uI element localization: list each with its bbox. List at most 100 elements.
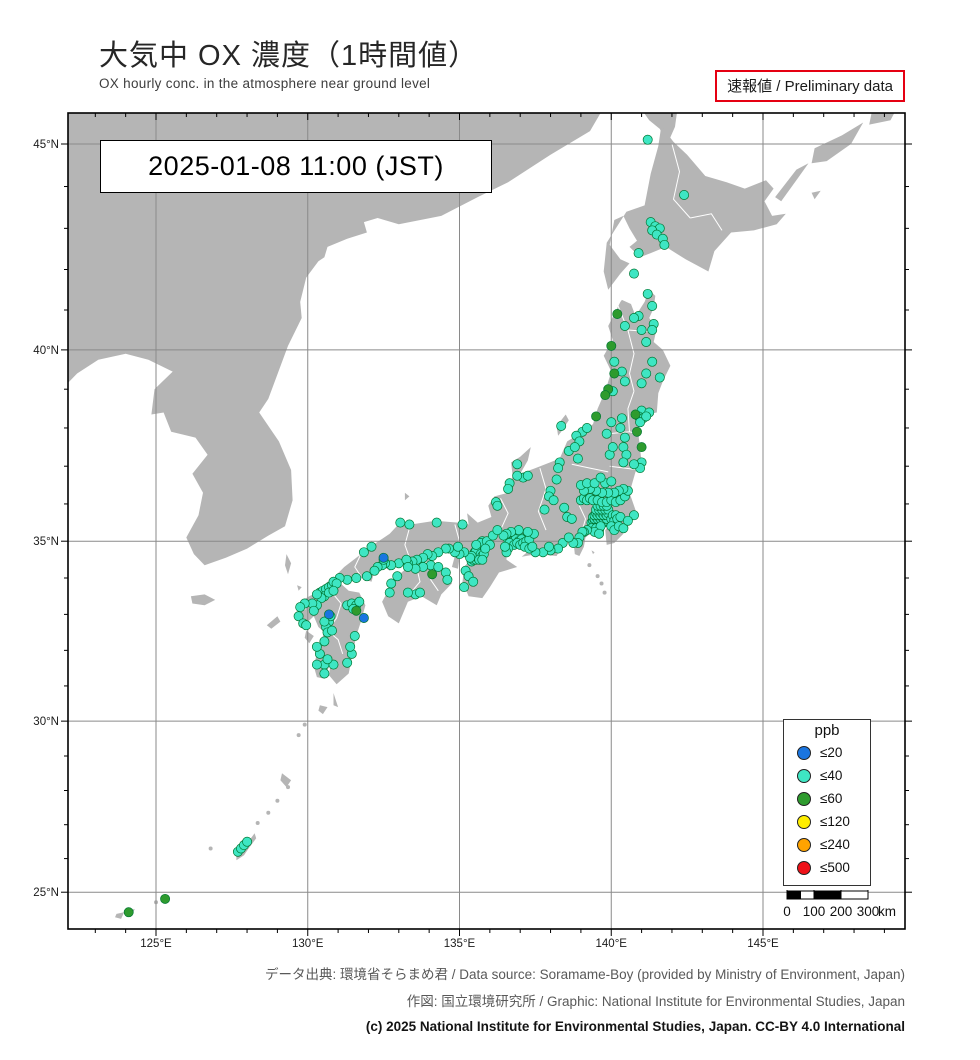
station-dot-le60 (630, 409, 641, 420)
station-dot-le40 (392, 571, 403, 582)
station-dot-le60 (160, 893, 171, 904)
footer-copyright: (c) 2025 National Institute for Environm… (365, 1019, 905, 1034)
station-dot-le40 (641, 368, 652, 379)
station-dot-le60 (123, 907, 134, 918)
legend-title: ppb (814, 722, 840, 739)
station-dot-le40 (471, 539, 482, 550)
station-dot-le40 (322, 654, 333, 665)
land-polygon (280, 773, 292, 788)
station-dot-le40 (616, 413, 627, 424)
legend-color-dot (797, 768, 811, 783)
land-polygon (297, 585, 302, 591)
land-polygon (811, 122, 864, 164)
station-dot-le40 (606, 476, 617, 487)
station-dot-le40 (431, 517, 442, 528)
station-dot-le40 (319, 616, 330, 627)
station-dot-le20 (358, 613, 369, 623)
legend-item: ≤20 (784, 741, 870, 764)
station-dot-le40 (619, 321, 630, 331)
islet (602, 590, 607, 595)
station-dot-le40 (622, 515, 633, 526)
station-dot-le40 (468, 576, 479, 587)
legend-item-label: ≤60 (820, 791, 843, 806)
station-dot-le40 (415, 587, 425, 598)
station-dot-le40 (433, 562, 444, 572)
legend-item-label: ≤240 (820, 837, 850, 852)
station-dot-le40 (539, 504, 550, 515)
land-polygon (811, 190, 821, 200)
station-dot-le40 (349, 631, 360, 641)
station-dot-le40 (354, 596, 365, 607)
islet (286, 785, 291, 790)
landmass-layer (68, 113, 895, 919)
legend-item-label: ≤40 (820, 768, 843, 783)
lon-label: 130°E (292, 938, 324, 950)
station-dot-le40 (492, 525, 503, 536)
station-dot-le40 (569, 442, 580, 453)
land-polygon (333, 693, 339, 708)
land-polygon (869, 113, 895, 125)
station-dot-le40 (654, 372, 665, 383)
station-dot-le40 (629, 313, 639, 323)
station-dot-le40 (319, 636, 330, 647)
station-dot-le60 (351, 605, 362, 616)
lon-label: 140°E (596, 938, 628, 950)
station-dot-le40 (453, 541, 463, 552)
station-dot-le40 (647, 325, 658, 335)
station-dot-le40 (589, 478, 600, 489)
station-dot-le40 (641, 411, 652, 422)
land-polygon (304, 630, 314, 644)
islet (296, 733, 301, 738)
station-dot-le40 (615, 423, 626, 433)
station-dot-le40 (311, 659, 322, 670)
station-dot-le40 (566, 513, 577, 524)
legend-rows: ≤20 ≤40 ≤60 ≤120 ≤240 ≤500 (784, 741, 870, 879)
station-dot-le40 (328, 585, 339, 596)
preliminary-badge: 速報値 / Preliminary data (715, 70, 905, 102)
station-dot-le40 (619, 376, 630, 387)
page-subtitle: OX hourly conc. in the atmosphere near g… (99, 76, 431, 91)
legend-item-label: ≤500 (820, 860, 850, 875)
station-dot-le40 (606, 417, 617, 428)
land-polygon (591, 550, 595, 555)
station-dot-le40 (366, 541, 377, 552)
legend: ppb ≤20 ≤40 ≤60 ≤120 ≤240 ≤500 (783, 719, 871, 886)
land-polygon (404, 492, 410, 501)
lat-label: 35°N (33, 536, 59, 548)
station-dot-le20 (378, 552, 389, 563)
legend-item: ≤40 (784, 764, 870, 787)
station-dot-le40 (659, 239, 670, 250)
frame-ticks (61, 113, 912, 936)
station-dot-le40 (601, 428, 612, 439)
station-dot-le20 (324, 609, 334, 620)
prefecture-border-line (671, 143, 691, 219)
land-polygon (68, 113, 601, 566)
islet (587, 563, 592, 568)
station-dot-le40 (629, 510, 639, 521)
station-dot-le40 (647, 356, 658, 367)
station-dot-le40 (369, 565, 380, 576)
station-dot-le40 (404, 519, 415, 530)
station-dot-le60 (606, 340, 617, 351)
islet (208, 846, 213, 851)
station-dot-le40 (319, 668, 330, 679)
station-dot-le40 (384, 587, 395, 598)
station-dot-le40 (544, 541, 554, 552)
legend-color-dot (797, 837, 811, 852)
legend-color-dot (797, 860, 811, 875)
station-dot-le60 (632, 426, 642, 437)
legend-item: ≤60 (784, 787, 870, 810)
station-dot-le40 (386, 578, 397, 589)
station-dot-le40 (442, 574, 453, 585)
station-dot-le40 (595, 472, 606, 483)
station-dot-le40 (619, 432, 630, 443)
station-dot-le40 (342, 657, 353, 668)
land-polygon (266, 616, 281, 629)
prefecture-border-line (578, 505, 587, 531)
land-polygon (190, 594, 216, 606)
footer-data-source: データ出典: 環境省そらまめ君 / Data source: Soramame-… (265, 967, 905, 982)
scale-bar-tick-label: 200 (830, 904, 853, 919)
lat-label: 40°N (33, 345, 59, 357)
land-polygon (318, 705, 328, 715)
